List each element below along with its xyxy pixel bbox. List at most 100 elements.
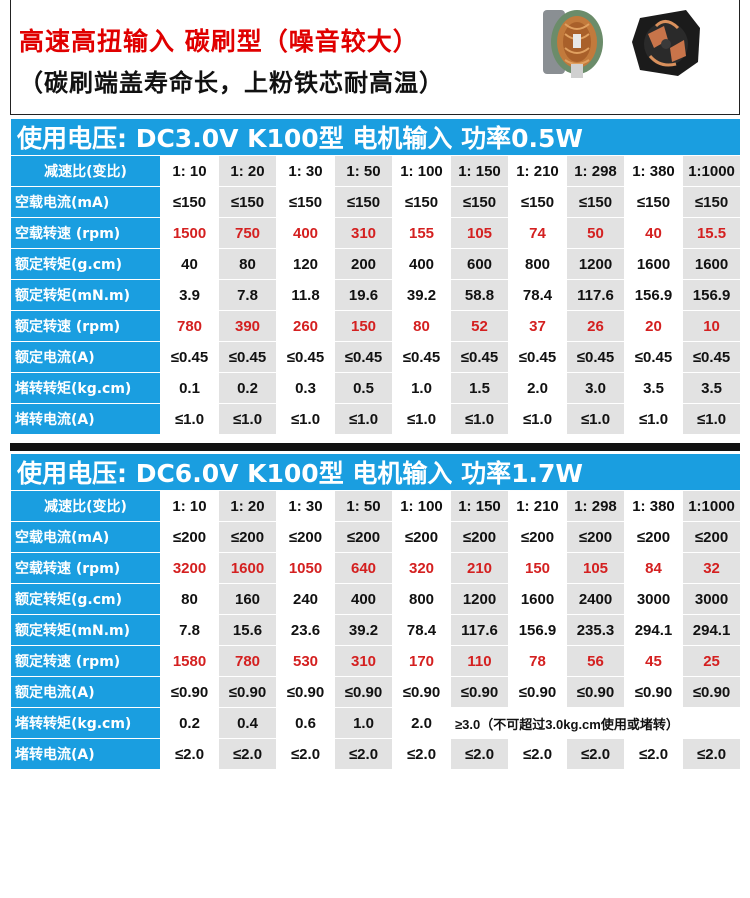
- table-cell: ≤2.0: [160, 738, 219, 770]
- table-row: 堵转电流(A) ≤1.0 ≤1.0 ≤1.0 ≤1.0 ≤1.0 ≤1.0 ≤1.0 ≤1.0 ≤…: [10, 403, 742, 435]
- table-cell: 310: [334, 217, 393, 249]
- table-cell: 1500: [160, 217, 219, 249]
- table-cell: 1: 10: [160, 490, 219, 522]
- table-cell: 7.8: [218, 279, 277, 311]
- table-cell: 120: [276, 248, 335, 280]
- table-cell: 1.0: [392, 372, 451, 404]
- table-cell: 37: [508, 310, 567, 342]
- table-cell: 1600: [681, 248, 742, 280]
- table-cell: 0.5: [334, 372, 393, 404]
- table-cell: 2400: [566, 583, 625, 615]
- table-cell: ≤0.90: [160, 676, 219, 708]
- table-cell: ≤0.45: [276, 341, 335, 373]
- table-row: 堵转电流(A) ≤2.0 ≤2.0 ≤2.0 ≤2.0 ≤2.0 ≤2.0 ≤2.0 ≤2.0 ≤…: [10, 738, 742, 770]
- table-cell: 117.6: [450, 614, 509, 646]
- table-cell: ≤0.45: [681, 341, 742, 373]
- table-cell: ≤0.45: [508, 341, 567, 373]
- table-cell: ≤200: [334, 521, 393, 553]
- table-cell: 110: [450, 645, 509, 677]
- table-cell: 780: [160, 310, 219, 342]
- table-cell: 78.4: [392, 614, 451, 646]
- section-divider: [10, 443, 740, 451]
- table-cell: 1: 50: [334, 155, 393, 187]
- table-cell: 15.6: [218, 614, 277, 646]
- table-cell: 640: [334, 552, 393, 584]
- table-cell: ≤1.0: [681, 403, 742, 435]
- table-cell: 40: [160, 248, 219, 280]
- table-cell: 160: [218, 583, 277, 615]
- row-label: 额定转速 (rpm): [10, 645, 161, 677]
- table-cell: ≤0.45: [160, 341, 219, 373]
- table-cell: 3.0: [566, 372, 625, 404]
- table-cell: 1: 150: [450, 155, 509, 187]
- table-row: 额定转矩(mN.m) 3.9 7.8 11.8 19.6 39.2 58.8 78.4 117.…: [10, 279, 742, 311]
- table-cell: 2.0: [508, 372, 567, 404]
- table-cell: 150: [508, 552, 567, 584]
- table-cell: 1: 20: [218, 490, 277, 522]
- table-cell: 7.8: [160, 614, 219, 646]
- table-cell: ≤0.45: [624, 341, 683, 373]
- table-cell: 1:1000: [681, 155, 742, 187]
- table-cell: ≤150: [450, 186, 509, 218]
- table-cell: ≤200: [160, 521, 219, 553]
- table-cell: 23.6: [276, 614, 335, 646]
- table-cell: ≤150: [218, 186, 277, 218]
- table-cell: ≤1.0: [450, 403, 509, 435]
- table-cell: 105: [566, 552, 625, 584]
- row-label: 堵转电流(A): [10, 738, 161, 770]
- table-cell: 156.9: [508, 614, 567, 646]
- table-cell: 45: [624, 645, 683, 677]
- product-title: 高速高扭输入 碳刷型（噪音较大）: [19, 27, 419, 56]
- header-banner: 高速高扭输入 碳刷型（噪音较大） （碳刷端盖寿命长，上粉铁芯耐高温）: [10, 0, 740, 115]
- row-label: 空载转速 (rpm): [10, 217, 161, 249]
- table-cell: ≤150: [566, 186, 625, 218]
- table-cell: 240: [276, 583, 335, 615]
- row-label: 额定转矩(g.cm): [10, 583, 161, 615]
- stall-torque-note: ≥3.0（不可超过3.0kg.cm使用或堵转）: [449, 707, 742, 739]
- table-cell: 3000: [681, 583, 742, 615]
- table-cell: 294.1: [681, 614, 742, 646]
- table-cell: 1: 298: [566, 155, 625, 187]
- table-cell: 1: 380: [624, 155, 683, 187]
- table-cell: 1: 20: [218, 155, 277, 187]
- row-label: 额定电流(A): [10, 676, 161, 708]
- table-cell: ≤0.45: [218, 341, 277, 373]
- table-cell: 530: [276, 645, 335, 677]
- table-cell: 1600: [624, 248, 683, 280]
- product-subtitle: （碳刷端盖寿命长，上粉铁芯耐高温）: [19, 69, 444, 97]
- table-cell: ≤2.0: [392, 738, 451, 770]
- table-cell: 155: [392, 217, 451, 249]
- table-cell: 400: [276, 217, 335, 249]
- table-cell: 80: [160, 583, 219, 615]
- table-cell: 210: [450, 552, 509, 584]
- table-cell: ≤150: [508, 186, 567, 218]
- table-cell: 3000: [624, 583, 683, 615]
- table-cell: 52: [450, 310, 509, 342]
- table-cell: 1600: [508, 583, 567, 615]
- table-cell: ≤1.0: [334, 403, 393, 435]
- table-cell: 0.2: [160, 707, 219, 739]
- table-cell: 80: [218, 248, 277, 280]
- table-cell: 200: [334, 248, 393, 280]
- table-cell: 50: [566, 217, 625, 249]
- table-cell: 1200: [450, 583, 509, 615]
- table-row: 额定转矩(g.cm) 80 160 240 400 800 1200 1600 2400 3000…: [10, 583, 742, 615]
- motor-winding-image: [531, 4, 611, 80]
- table-cell: 800: [508, 248, 567, 280]
- table-cell: 390: [218, 310, 277, 342]
- table-cell: 1: 210: [508, 155, 567, 187]
- table-row: 堵转转矩(kg.cm) 0.2 0.4 0.6 1.0 2.0 ≥3.0（不可超过3.0kg…: [10, 707, 742, 739]
- table-cell: 1: 380: [624, 490, 683, 522]
- table-cell: 600: [450, 248, 509, 280]
- table-cell: ≤200: [450, 521, 509, 553]
- table-cell: 0.6: [276, 707, 335, 739]
- table-cell: 56: [566, 645, 625, 677]
- table-cell: ≤0.90: [508, 676, 567, 708]
- row-label: 减速比(变比): [10, 490, 161, 522]
- table-cell: ≤2.0: [624, 738, 683, 770]
- row-label: 额定转速 (rpm): [10, 310, 161, 342]
- table-cell: 1: 150: [450, 490, 509, 522]
- table-cell: 1200: [566, 248, 625, 280]
- table-cell: ≤150: [681, 186, 742, 218]
- table-cell: ≤200: [392, 521, 451, 553]
